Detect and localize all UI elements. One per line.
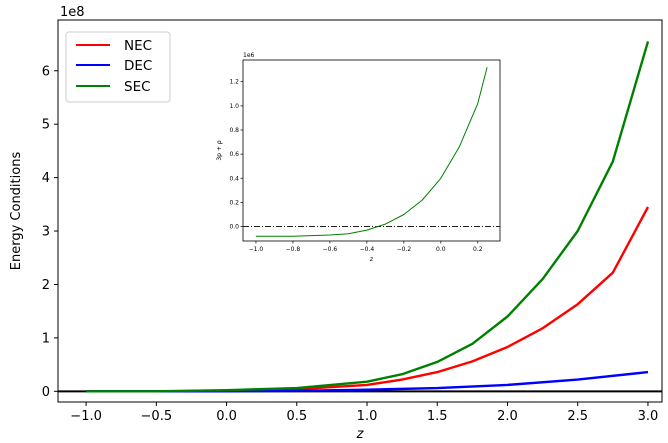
inset-x-tick-label: −1.0 [249,246,264,253]
inset-x-tick-label: −0.6 [323,246,338,253]
inset-y-tick-label: 0.8 [229,127,239,134]
inset-background [207,46,506,267]
legend-label-dec: DEC [124,58,152,74]
legend-label-nec: NEC [124,38,152,54]
inset-y-tick-label: 0.4 [229,175,239,182]
y-tick-label: 6 [42,64,50,79]
inset-axes: −1.0 −0.8 −0.6 −0.4 −0.2 0.0 0.2 0.00.20.40.60… [207,46,506,267]
x-tick-label: −0.5 [141,409,173,424]
series-line-sec [86,41,650,393]
inset-x-tick-label: 0.0 [436,246,446,253]
inset-y-tick-label: 1.2 [229,79,239,86]
x-ticks: −1.0 −0.5 0.0 0.5 1.0 1.5 2.0 2.5 3.0 [70,402,658,424]
legend-box [65,31,171,103]
y-tick-label: 1 [42,331,50,346]
inset-x-tick-label: −0.4 [360,246,375,253]
y-tick-label: 5 [42,118,50,133]
inset-y-tick-label: 0.6 [229,151,239,158]
x-tick-label: 3.0 [638,409,659,424]
x-tick-label: −1.0 [70,409,102,424]
main-axes: −1.0 −0.5 0.0 0.5 1.0 1.5 2.0 2.5 3.0 0 1 2 3 4 5 6 1e… [9,5,663,442]
inset-y-offset-text: 1e6 [243,52,255,59]
inset-y-tick-label: 0.0 [229,224,239,231]
y-tick-label: 3 [42,225,50,240]
x-tick-label: 1.0 [357,409,378,424]
inset-series-line [255,67,488,237]
y-axis-label: Energy Conditions [9,152,24,271]
inset-plot-frame [242,59,501,242]
inset-series-lines [255,67,488,237]
y-tick-label: 2 [42,278,50,293]
x-tick-label: 0.0 [216,409,237,424]
inset-y-axis-label: 3p + ρ [216,140,223,160]
y-tick-label: 4 [42,171,50,186]
inset-y-tick-label: 1.0 [229,103,239,110]
inset-x-tick-label: −0.8 [286,246,301,253]
legend: NEC DEC SEC [65,31,171,103]
inset-x-tick-label: −0.2 [397,246,412,253]
y-offset-text: 1e8 [60,5,85,20]
main-series-lines [86,41,650,393]
inset-x-ticks: −1.0 −0.8 −0.6 −0.4 −0.2 0.0 0.2 [249,241,483,253]
inset-x-axis-label: z [369,256,374,263]
y-ticks: 0 1 2 3 4 5 6 [42,64,58,400]
x-tick-label: 1.5 [427,409,448,424]
inset-x-tick-label: 0.2 [473,246,483,253]
x-tick-label: 2.5 [567,409,588,424]
legend-label-sec: SEC [124,79,151,95]
inset-y-tick-label: 0.2 [229,199,239,206]
y-tick-label: 0 [42,385,50,400]
x-tick-label: 2.0 [497,409,518,424]
x-tick-label: 0.5 [286,409,307,424]
inset-y-ticks: 0.0 0.2 0.4 0.6 0.8 1.0 1.2 [229,79,243,231]
x-axis-label: z [356,427,365,442]
main-plot-frame [57,19,663,403]
